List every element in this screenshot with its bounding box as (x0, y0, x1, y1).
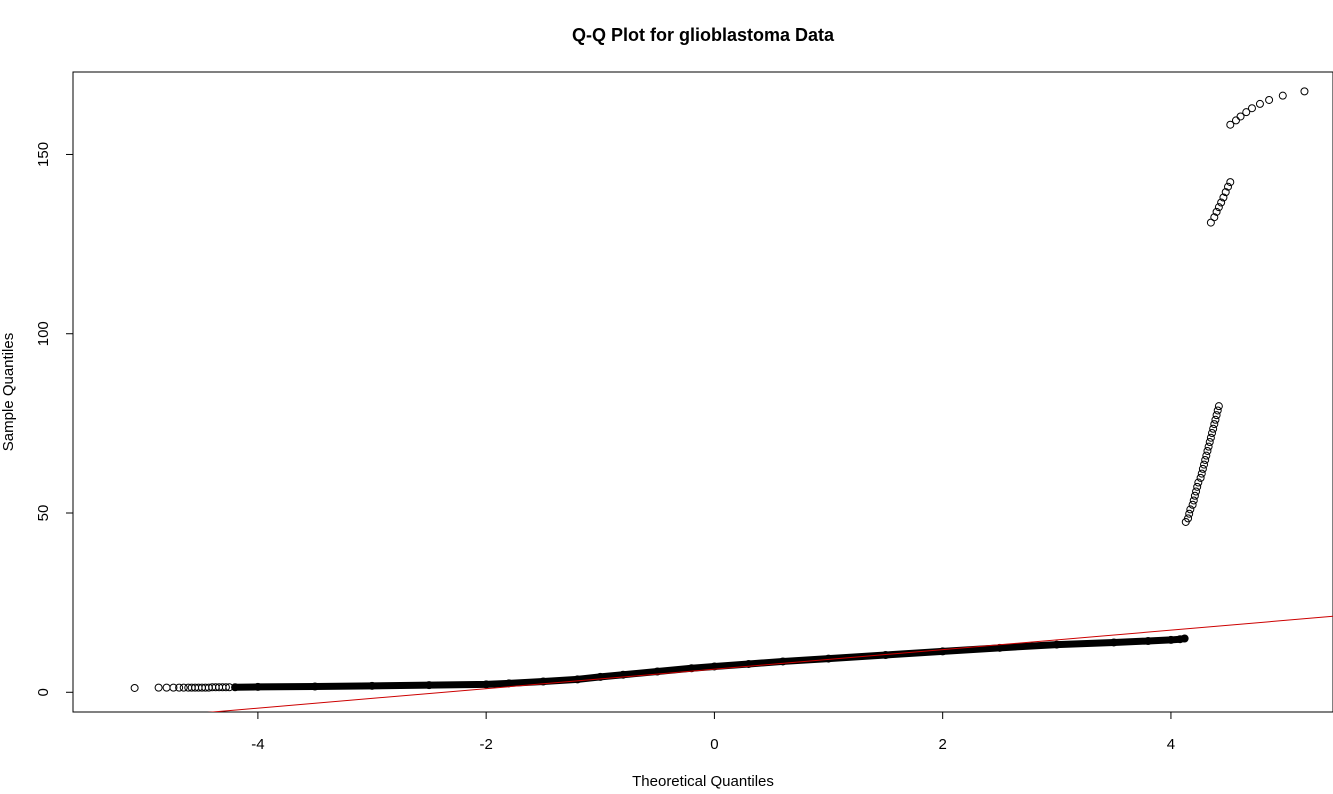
data-point (1192, 487, 1201, 496)
data-point (1185, 509, 1194, 518)
data-point (1214, 402, 1223, 411)
data-point (1247, 104, 1256, 113)
data-point (225, 683, 234, 692)
x-axis: -4 -2 0 2 4 (251, 711, 1175, 753)
data-point (482, 680, 491, 689)
data-point (130, 683, 139, 692)
data-point (1213, 406, 1222, 415)
x-tick-label: -4 (251, 736, 264, 753)
data-point (938, 647, 947, 656)
data-point (1193, 482, 1202, 491)
data-point (1214, 203, 1223, 212)
data-point (154, 683, 163, 692)
data-point (179, 683, 188, 692)
x-tick-label: 2 (939, 736, 947, 753)
data-point (824, 654, 833, 663)
data-point (1208, 429, 1217, 438)
data-point (221, 683, 230, 692)
data-point (710, 662, 719, 671)
data-point (1144, 637, 1153, 646)
data-point (1176, 635, 1185, 644)
data-point (1052, 640, 1061, 649)
y-tick-label: 0 (35, 688, 52, 696)
data-point (1210, 213, 1219, 222)
data-point (1205, 438, 1214, 447)
data-point (539, 677, 548, 686)
data-point (1166, 635, 1175, 644)
data-point (253, 682, 262, 691)
data-point (368, 681, 377, 690)
reference-line-group (207, 615, 1333, 712)
data-point (1197, 469, 1206, 478)
data-point (175, 683, 184, 692)
data-point (1265, 95, 1274, 104)
data-point (1300, 87, 1309, 96)
reference-line (207, 615, 1333, 712)
data-point (1217, 198, 1226, 207)
data-point (1203, 446, 1212, 455)
data-point (1184, 514, 1193, 523)
dense-point-band (231, 634, 1189, 691)
chart-title: Q-Q Plot for glioblastoma Data (572, 25, 835, 45)
data-point (1109, 638, 1118, 647)
data-point (1212, 207, 1221, 216)
data-point (1255, 99, 1264, 108)
data-point (778, 657, 787, 666)
data-point (687, 664, 696, 673)
data-point (1190, 491, 1199, 500)
data-point (1180, 634, 1189, 643)
data-point (310, 682, 319, 691)
y-tick-label: 100 (35, 321, 52, 346)
data-point (1211, 415, 1220, 424)
data-point (1219, 193, 1228, 202)
data-point (1278, 91, 1287, 100)
data-point (1201, 455, 1210, 464)
y-axis: 0 50 100 150 (35, 142, 74, 696)
data-point (1212, 411, 1221, 420)
data-point (1202, 451, 1211, 460)
x-tick-label: 4 (1167, 736, 1175, 753)
data-point (619, 670, 628, 679)
plot-frame (72, 71, 1333, 713)
x-tick-label: -2 (479, 736, 492, 753)
data-point (1206, 433, 1215, 442)
x-tick-label: 0 (710, 736, 718, 753)
x-axis-label: Theoretical Quantiles (632, 773, 774, 790)
data-point (1209, 424, 1218, 433)
data-point (1210, 420, 1219, 429)
data-point (1236, 112, 1245, 121)
data-point (162, 683, 171, 692)
y-axis-label: Sample Quantiles (0, 333, 17, 451)
data-point (1226, 120, 1235, 129)
data-point (1188, 500, 1197, 509)
data-point (169, 683, 178, 692)
data-point (1189, 496, 1198, 505)
data-point (1224, 182, 1232, 191)
y-tick-label: 150 (35, 142, 52, 167)
data-point (425, 681, 434, 690)
data-point (1196, 473, 1205, 482)
data-point (744, 659, 753, 668)
y-tick-label: 50 (35, 505, 52, 522)
data-point (573, 675, 582, 684)
data-point (1221, 188, 1230, 197)
data-point (1200, 460, 1209, 469)
data-point (596, 672, 605, 681)
data-point (653, 667, 662, 676)
data-point (1204, 442, 1213, 451)
data-points (130, 87, 1309, 692)
data-point (1226, 178, 1235, 187)
data-point (1198, 464, 1207, 473)
data-point (1194, 478, 1203, 487)
data-point (1231, 116, 1240, 125)
data-point (1242, 108, 1251, 117)
data-point (231, 683, 240, 692)
data-point (1186, 505, 1195, 514)
